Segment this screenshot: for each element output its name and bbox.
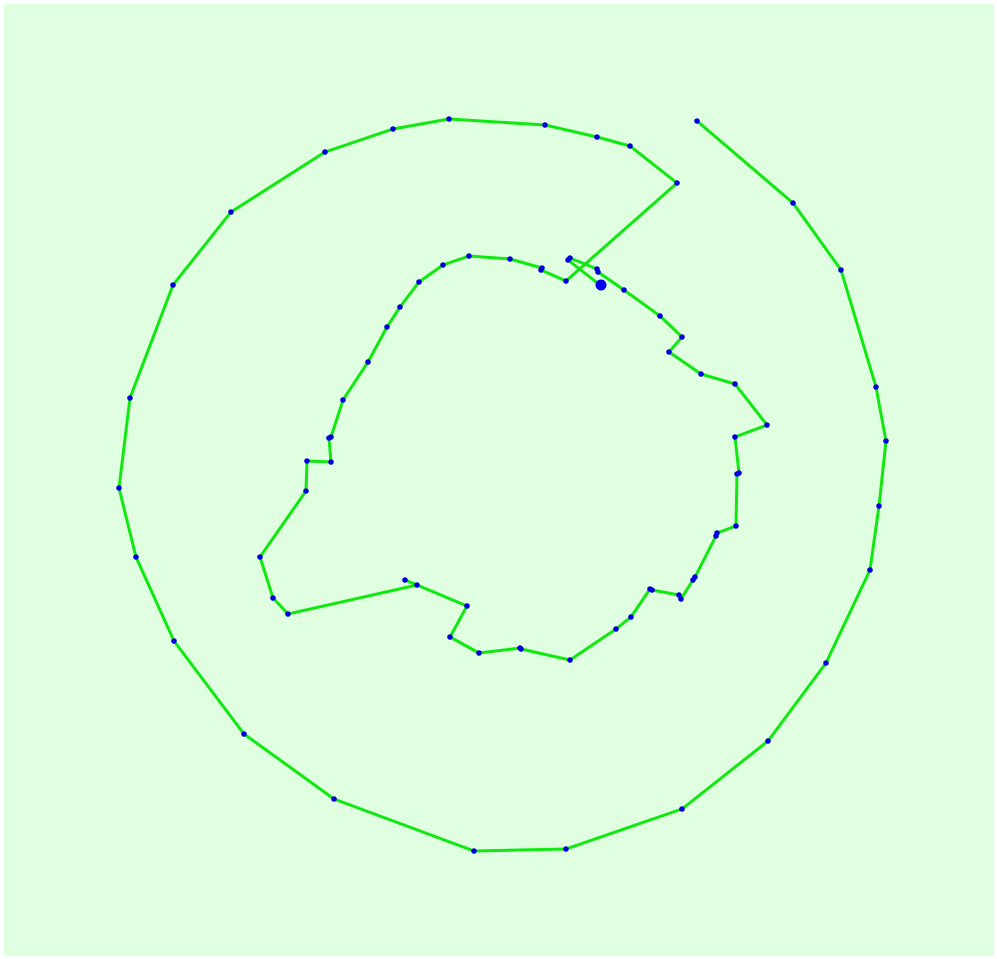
waypoint [390, 126, 396, 132]
waypoint [594, 266, 600, 272]
waypoint [116, 485, 122, 491]
waypoint [613, 626, 619, 632]
waypoint [867, 567, 873, 573]
waypoint [440, 262, 446, 268]
current-position [595, 279, 607, 291]
waypoint [628, 614, 634, 620]
waypoint [649, 587, 655, 593]
waypoint [876, 503, 882, 509]
waypoint [133, 554, 139, 560]
waypoint [678, 596, 684, 602]
waypoint [304, 458, 310, 464]
waypoint [873, 384, 879, 390]
waypoint [567, 657, 573, 663]
waypoint [732, 434, 738, 440]
waypoint [823, 660, 829, 666]
waypoint [563, 846, 569, 852]
waypoint [331, 796, 337, 802]
waypoint [446, 116, 452, 122]
waypoint [764, 422, 770, 428]
waypoint [657, 313, 663, 319]
waypoint [594, 134, 600, 140]
waypoint [542, 122, 548, 128]
waypoint [563, 278, 569, 284]
waypoint [883, 438, 889, 444]
waypoint [627, 143, 633, 149]
waypoint [270, 595, 276, 601]
waypoint [539, 265, 545, 271]
waypoint [257, 554, 263, 560]
waypoint [447, 634, 453, 640]
waypoint [170, 282, 176, 288]
waypoint [402, 577, 408, 583]
waypoint [621, 287, 627, 293]
waypoint [692, 574, 698, 580]
waypoint [714, 530, 720, 536]
waypoint [679, 334, 685, 340]
waypoint [790, 200, 796, 206]
waypoint [666, 349, 672, 355]
waypoint [471, 848, 477, 854]
waypoint [507, 256, 513, 262]
waypoint [328, 459, 334, 465]
waypoint [384, 324, 390, 330]
waypoint [241, 731, 247, 737]
waypoint [674, 180, 680, 186]
waypoint [838, 267, 844, 273]
waypoint [397, 304, 403, 310]
waypoint [303, 488, 309, 494]
waypoint [736, 470, 742, 476]
waypoint [285, 611, 291, 617]
waypoint [464, 603, 470, 609]
waypoint [228, 209, 234, 215]
waypoint [698, 371, 704, 377]
waypoint [127, 395, 133, 401]
background [4, 4, 994, 956]
waypoint [340, 397, 346, 403]
waypoint [365, 359, 371, 365]
waypoint [694, 118, 700, 124]
waypoint [466, 253, 472, 259]
waypoint [565, 257, 571, 263]
waypoint [322, 149, 328, 155]
waypoint [679, 806, 685, 812]
waypoint [765, 738, 771, 744]
waypoint [171, 638, 177, 644]
waypoint [416, 279, 422, 285]
waypoint [518, 646, 524, 652]
waypoint [732, 381, 738, 387]
waypoint [326, 435, 332, 441]
waypoint [733, 523, 739, 529]
waypoint [414, 582, 420, 588]
waypoint [476, 650, 482, 656]
